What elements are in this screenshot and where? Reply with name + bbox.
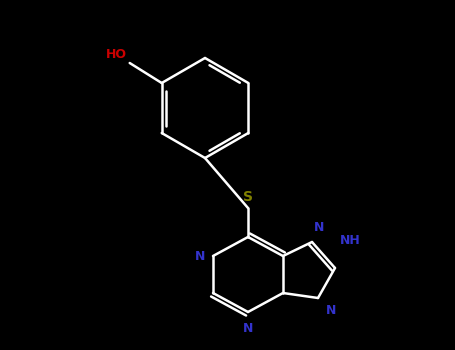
- Text: NH: NH: [340, 233, 361, 246]
- Text: N: N: [326, 304, 336, 317]
- Text: S: S: [243, 190, 253, 204]
- Text: N: N: [314, 221, 324, 234]
- Text: N: N: [243, 322, 253, 335]
- Text: HO: HO: [106, 48, 126, 61]
- Text: N: N: [195, 250, 205, 262]
